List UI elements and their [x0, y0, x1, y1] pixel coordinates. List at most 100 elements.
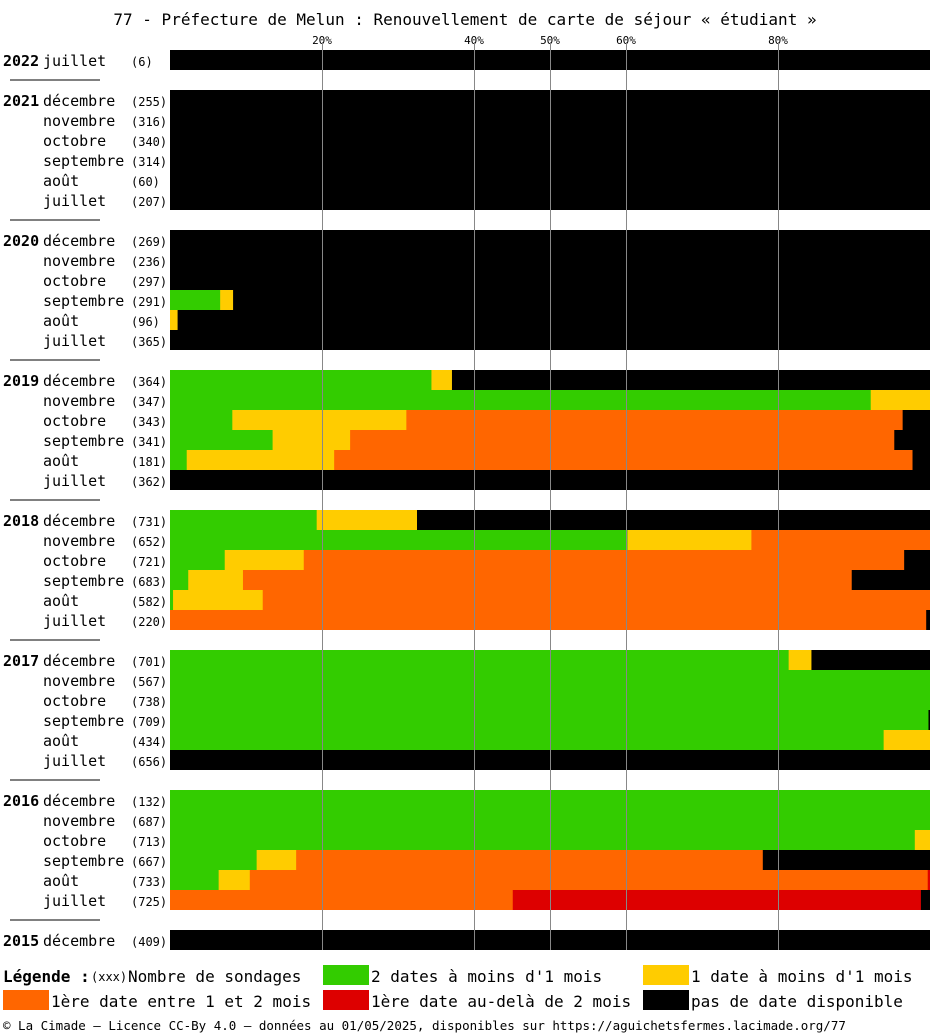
bar-segment-orange — [249, 870, 929, 890]
month-label: septembre — [43, 432, 124, 450]
survey-count: (567) — [131, 675, 167, 689]
bar-segment-yellow — [220, 290, 234, 310]
bar-segment-orange — [751, 530, 930, 550]
survey-count: (582) — [131, 595, 167, 609]
legend-swatch-red — [323, 990, 369, 1010]
month-label: septembre — [43, 712, 124, 730]
bar-segment-yellow — [256, 850, 297, 870]
month-label: novembre — [43, 252, 115, 270]
year-label: 2015 — [3, 932, 39, 950]
bar-segment-black — [417, 510, 930, 530]
bar-segment-orange — [242, 570, 853, 590]
survey-count: (60) — [131, 175, 160, 189]
legend-label-green: 2 dates à moins d'1 mois — [371, 967, 602, 986]
bar-segment-yellow — [316, 510, 418, 530]
legend-swatch-orange — [3, 990, 49, 1010]
legend-swatch-black — [643, 990, 689, 1010]
month-label: décembre — [43, 372, 115, 390]
bar-segment-green — [170, 450, 188, 470]
x-tick-label: 40% — [464, 34, 484, 47]
survey-count: (364) — [131, 375, 167, 389]
bar-segment-orange — [170, 890, 514, 910]
survey-count: (343) — [131, 415, 167, 429]
month-label: juillet — [43, 752, 106, 770]
legend-swatch-yellow — [643, 965, 689, 985]
bar-segment-orange — [170, 610, 927, 630]
bar-segment-black — [177, 310, 930, 330]
bar-segment-yellow — [232, 410, 407, 430]
chart-title: 77 - Préfecture de Melun : Renouvellemen… — [113, 10, 816, 29]
bar-segment-yellow — [186, 450, 335, 470]
month-label: octobre — [43, 132, 106, 150]
month-label: septembre — [43, 572, 124, 590]
month-label: décembre — [43, 652, 115, 670]
legend-swatch-green — [323, 965, 369, 985]
month-label: août — [43, 452, 79, 470]
year-label: 2018 — [3, 512, 39, 530]
month-label: septembre — [43, 852, 124, 870]
bar-segment-black — [762, 850, 930, 870]
bar-segment-orange — [296, 850, 764, 870]
month-label: décembre — [43, 512, 115, 530]
survey-count: (207) — [131, 195, 167, 209]
bar-segment-yellow — [627, 530, 752, 550]
bar-segment-green — [170, 570, 189, 590]
bar-segment-red — [927, 870, 930, 890]
month-label: octobre — [43, 412, 106, 430]
month-label: octobre — [43, 552, 106, 570]
survey-count: (362) — [131, 475, 167, 489]
month-label: décembre — [43, 232, 115, 250]
bar-segment-black — [904, 550, 930, 570]
year-label: 2016 — [3, 792, 39, 810]
gridlines — [322, 42, 779, 950]
month-label: octobre — [43, 832, 106, 850]
bar-segment-black — [451, 370, 930, 390]
legend: Légende : (xxx) Nombre de sondages 2 dates … — [3, 965, 913, 1011]
survey-count: (314) — [131, 155, 167, 169]
bars-layer — [170, 50, 930, 950]
month-label: août — [43, 872, 79, 890]
bar-segment-yellow — [170, 310, 179, 330]
bar-segment-yellow — [224, 550, 305, 570]
survey-count: (269) — [131, 235, 167, 249]
survey-count: (713) — [131, 835, 167, 849]
bar-segment-black — [920, 890, 930, 910]
month-label: décembre — [43, 792, 115, 810]
legend-label-black: pas de date disponible — [691, 992, 903, 1011]
survey-count: (347) — [131, 395, 167, 409]
survey-count: (236) — [131, 255, 167, 269]
bar-segment-black — [912, 450, 930, 470]
survey-count: (656) — [131, 755, 167, 769]
bar-segment-green — [170, 290, 221, 310]
x-tick-label: 50% — [540, 34, 560, 47]
month-label: octobre — [43, 272, 106, 290]
bar-segment-yellow — [173, 590, 264, 610]
survey-count: (683) — [131, 575, 167, 589]
bar-segment-black — [851, 570, 930, 590]
bar-segment-green — [170, 510, 318, 530]
month-label: août — [43, 312, 79, 330]
bar-segment-yellow — [188, 570, 244, 590]
survey-count: (340) — [131, 135, 167, 149]
month-label: août — [43, 172, 79, 190]
month-label: décembre — [43, 92, 115, 110]
survey-count: (709) — [131, 715, 167, 729]
bar-segment-green — [170, 530, 629, 550]
bar-segment-green — [170, 550, 226, 570]
bar-segment-black — [894, 430, 930, 450]
bar-segment-green — [170, 650, 790, 670]
survey-count: (667) — [131, 855, 167, 869]
x-tick-label: 60% — [616, 34, 636, 47]
survey-count: (721) — [131, 555, 167, 569]
year-label: 2021 — [3, 92, 39, 110]
bar-segment-orange — [303, 550, 905, 570]
legend-label-yellow: 1 date à moins d'1 mois — [691, 967, 913, 986]
month-label: juillet — [43, 612, 106, 630]
month-label: décembre — [43, 932, 115, 950]
bar-segment-yellow — [272, 430, 351, 450]
survey-count: (701) — [131, 655, 167, 669]
bar-segment-black — [811, 650, 930, 670]
bar-segment-green — [170, 390, 872, 410]
x-tick-label: 20% — [312, 34, 332, 47]
